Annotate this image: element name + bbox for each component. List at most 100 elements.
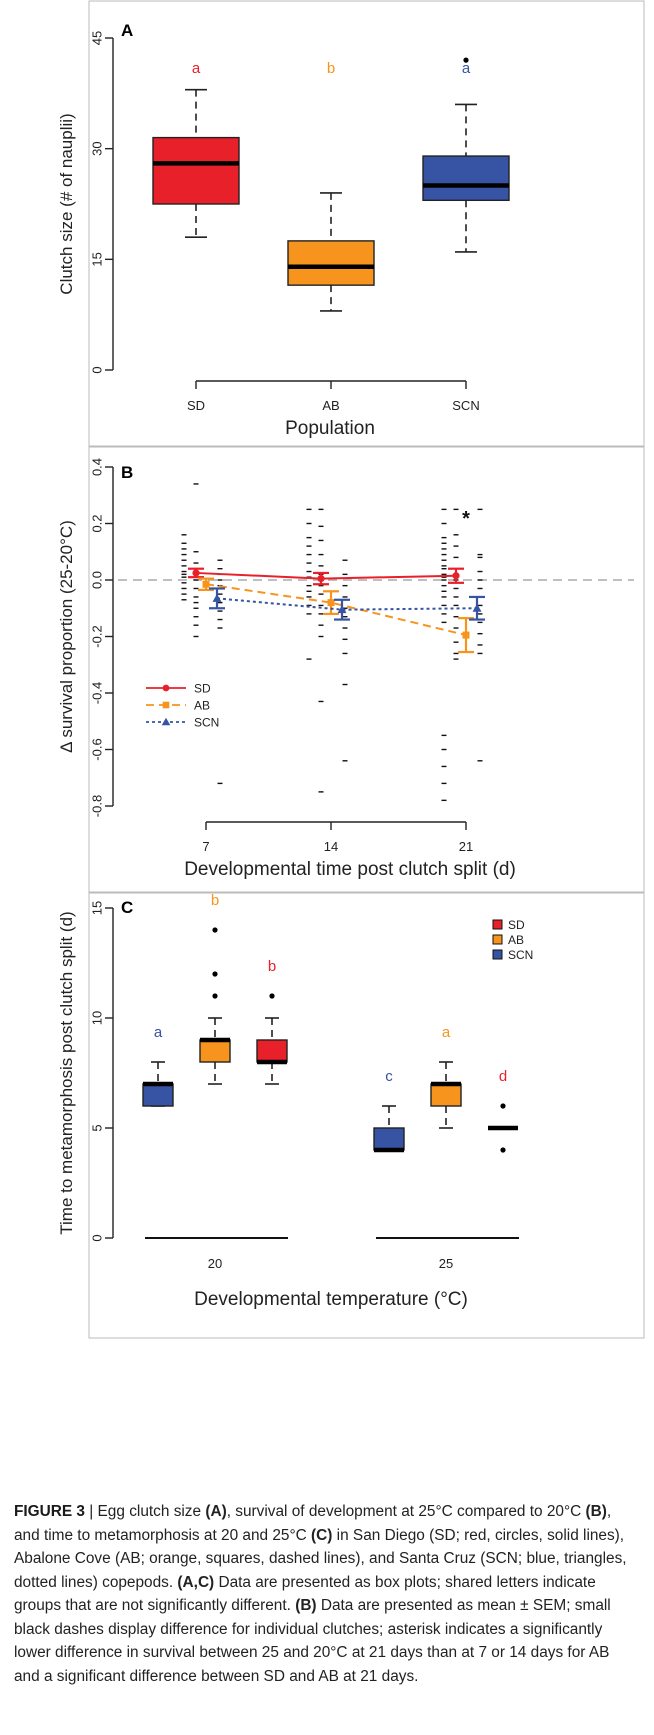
box-20-ab-outlier: [212, 927, 218, 933]
caption-panel-ref: (A,C): [177, 1573, 215, 1591]
caption-segment: , and time to metamorphosis at 20 and 25…: [14, 1503, 612, 1544]
significance-letter-20-scn: a: [154, 1024, 163, 1041]
box-25-sd-outlier: [500, 1103, 506, 1109]
x-tick-label-20: 20: [208, 1256, 222, 1271]
legend-marker-scn: [161, 717, 171, 726]
y-tick-label: 15: [89, 901, 104, 915]
y-tick-label: 0.4: [89, 458, 104, 476]
point-sd: [317, 574, 325, 583]
box-25-sd-outlier: [500, 1147, 506, 1153]
box-20-ab-box: [199, 1039, 231, 1063]
x-tick-label-ab: AB: [322, 398, 339, 413]
figure-label: FIGURE 3: [14, 1503, 85, 1520]
box-scn-box: [422, 155, 510, 202]
box-ab-box: [287, 240, 375, 286]
caption-panel-ref: (B): [585, 1503, 607, 1520]
x-tick-label: 21: [459, 839, 473, 854]
box-sd-box: [152, 136, 240, 205]
y-tick-label: 5: [89, 1124, 104, 1131]
x-tick-label-scn: SCN: [452, 398, 479, 413]
box-25-scn-box: [373, 1127, 405, 1151]
legend-label-scn: SCN: [508, 948, 533, 962]
caption-separator: |: [84, 1503, 98, 1520]
point-ab: [202, 580, 210, 588]
legend-marker-sd: [162, 684, 170, 692]
y-tick-label: 0: [89, 366, 104, 373]
panel-b-frame: [88, 446, 645, 893]
point-scn: [212, 593, 222, 602]
box-20-scn-box: [142, 1083, 174, 1107]
caption-segment: , survival of development at 25°C compar…: [226, 1503, 586, 1520]
x-tick-label-sd: SD: [187, 398, 205, 413]
box-25-ab-box: [430, 1083, 462, 1107]
panel-c-frame: [88, 892, 645, 1339]
legend-label-scn: SCN: [194, 716, 219, 730]
caption-segment: Data are presented as box plots; shared …: [14, 1573, 596, 1615]
point-scn: [472, 603, 482, 612]
legend-swatch-sd: [492, 919, 503, 930]
box-20-ab-outlier: [212, 971, 218, 977]
significance-letter-25-ab: a: [442, 1024, 451, 1041]
significance-letter-20-ab: b: [211, 892, 219, 909]
legend-marker-ab: [162, 701, 170, 709]
x-tick-label-25: 25: [439, 1256, 453, 1271]
y-axis-label: Time to metamorphosis post clutch split …: [57, 911, 76, 1234]
y-axis-label: Δ survival proportion (25-20°C): [57, 520, 76, 753]
y-tick-label: 0: [89, 1234, 104, 1241]
box-20-sd-box: [256, 1039, 288, 1063]
significance-letter-25-sd: d: [499, 1068, 507, 1085]
y-tick-label: -0.2: [89, 625, 104, 647]
caption-panel-ref: (B): [295, 1597, 317, 1614]
y-tick-label: 10: [89, 1011, 104, 1025]
legend-label-ab: AB: [194, 699, 210, 713]
figure: A 0 15 30 45 Clutch size (# of nauplii) SD a AB b…: [57, 0, 645, 1339]
x-axis-label: Developmental time post clutch split (d): [184, 859, 516, 880]
significance-letter-20-sd: b: [268, 958, 276, 975]
y-axis-label: Clutch size (# of nauplii): [57, 113, 76, 294]
point-ab: [327, 599, 335, 607]
caption-text: FIGURE 3 | Egg clutch size (A), survival…: [14, 1500, 632, 1688]
series-line-ab: [205, 583, 467, 637]
y-tick-label: 45: [89, 31, 104, 45]
caption-segment: Egg clutch size: [97, 1503, 206, 1520]
point-sd: [452, 572, 460, 580]
panel-a-frame: [88, 0, 645, 447]
box-scn-outlier: [463, 57, 469, 63]
y-tick-label: -0.8: [89, 795, 104, 817]
point-ab: [462, 631, 470, 639]
x-tick-label: 7: [202, 839, 209, 854]
legend-label-sd: SD: [508, 918, 525, 932]
y-tick-label: 0.0: [89, 571, 104, 589]
panel-c-letter: C: [121, 898, 133, 917]
box-20-ab-outlier: [212, 993, 218, 999]
y-tick-label: 15: [89, 252, 104, 266]
caption-panel-ref: (C): [311, 1526, 333, 1544]
panel-b: B -0.8 -0.6 -0.4 -0.2 0.0 0.2 0.4 Δ survival pro…: [57, 446, 645, 893]
panel-a-letter: A: [121, 21, 133, 40]
legend-label-ab: AB: [508, 933, 524, 947]
panel-a: A 0 15 30 45 Clutch size (# of nauplii) SD a AB b…: [57, 0, 645, 447]
caption-segment: in San Diego (SD; red, circles, solid li…: [14, 1526, 627, 1591]
box-20-sd-outlier: [269, 993, 275, 999]
figure-caption: FIGURE 3 | Egg clutch size (A), survival…: [14, 1500, 632, 1688]
caption-segment: Data are presented as mean ± SEM; small …: [14, 1597, 611, 1685]
x-tick-label: 14: [324, 839, 338, 854]
y-tick-label: 0.2: [89, 514, 104, 532]
significance-letter-sd: a: [192, 60, 201, 77]
significance-letter-ab: b: [327, 60, 335, 77]
point-sd: [192, 569, 200, 577]
y-tick-label: -0.6: [89, 738, 104, 760]
legend-swatch-scn: [492, 949, 503, 960]
significance-letter-scn: a: [462, 60, 471, 77]
legend-swatch-ab: [492, 934, 503, 945]
caption-panel-ref: (A): [205, 1503, 227, 1520]
panel-c: C 0 5 10 15 Time to metamorphosis post clutch…: [57, 892, 645, 1339]
point-scn: [337, 605, 347, 614]
significance-asterisk: *: [462, 508, 470, 530]
legend-label-sd: SD: [194, 682, 211, 696]
x-axis-label: Population: [285, 418, 375, 439]
significance-letter-25-scn: c: [385, 1068, 393, 1085]
y-tick-label: 30: [89, 141, 104, 155]
panel-b-letter: B: [121, 463, 133, 482]
x-axis-label: Developmental temperature (°C): [194, 1289, 468, 1310]
